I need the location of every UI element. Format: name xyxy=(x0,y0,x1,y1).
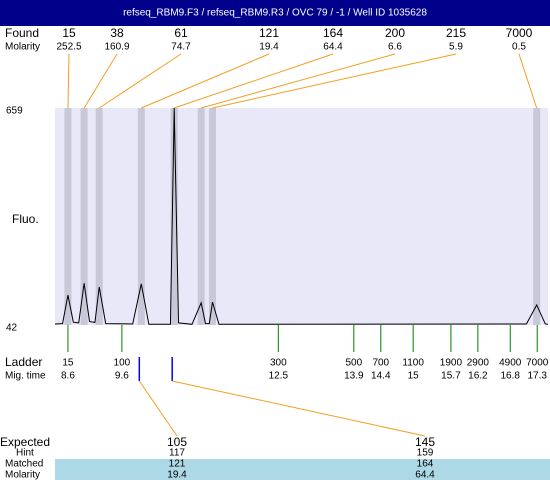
title-bar xyxy=(0,0,550,26)
ladder-size: 15 xyxy=(62,358,74,369)
expected-molarity: 64.4 xyxy=(415,470,435,480)
peak-connector xyxy=(67,53,70,109)
y-axis-label: Fluo. xyxy=(12,212,39,226)
found-molarity: 64.4 xyxy=(323,42,343,53)
y-tick-label: 42 xyxy=(6,323,18,334)
found-molarity: 19.4 xyxy=(259,42,279,53)
found-size: 215 xyxy=(446,26,466,40)
peak-connector xyxy=(212,53,457,109)
peak-band xyxy=(209,108,217,325)
found-size: 61 xyxy=(174,26,188,40)
matched-row-bg xyxy=(55,459,550,480)
peak-band xyxy=(95,108,103,325)
plot-area xyxy=(55,108,548,325)
ladder-time: 12.5 xyxy=(269,371,289,382)
ladder-time: 16.2 xyxy=(468,371,488,382)
ladder-time: 15.7 xyxy=(441,371,461,382)
found-molarity: 74.7 xyxy=(171,42,191,53)
found-size: 7000 xyxy=(506,26,533,40)
found-molarity: 160.9 xyxy=(104,42,129,53)
expected-connector xyxy=(138,380,178,437)
ladder-time: 14.4 xyxy=(371,371,391,382)
peak-band xyxy=(197,108,205,325)
title: refseq_RBM9.F3 / refseq_RBM9.R3 / OVC 79… xyxy=(123,8,427,19)
expected-matched: 121 xyxy=(169,459,186,470)
ladder-size: 300 xyxy=(270,358,287,369)
peak-connector xyxy=(201,53,396,109)
expected-matched: 164 xyxy=(417,459,434,470)
peak-band xyxy=(80,108,88,325)
found-size: 15 xyxy=(62,26,76,40)
ladder-label: Ladder xyxy=(5,355,42,369)
ladder-time: 8.6 xyxy=(61,371,75,382)
peak-band xyxy=(533,108,541,325)
expected-hint: 159 xyxy=(417,448,434,459)
expected-size: 105 xyxy=(167,435,187,449)
peak-band xyxy=(170,108,178,325)
found-size: 164 xyxy=(323,26,343,40)
hint-label: Hint xyxy=(16,448,34,459)
molarity-row-label: Molarity xyxy=(5,470,40,480)
expected-hint: 117 xyxy=(169,448,185,459)
ladder-size: 7000 xyxy=(526,358,549,369)
peak-connector xyxy=(83,53,118,109)
matched-label: Matched xyxy=(5,459,43,470)
found-molarity: 252.5 xyxy=(56,42,81,53)
expected-size: 145 xyxy=(415,435,435,449)
ladder-time: 15 xyxy=(408,371,420,382)
found-size: 38 xyxy=(110,26,124,40)
ladder-time: 17.3 xyxy=(527,371,547,382)
expected-molarity: 19.4 xyxy=(167,470,187,480)
peak-band xyxy=(137,108,145,325)
ladder-size: 1900 xyxy=(440,358,463,369)
expected-connector xyxy=(172,380,426,437)
ladder-size: 4900 xyxy=(499,358,522,369)
peak-connector xyxy=(98,53,182,109)
ladder-size: 2900 xyxy=(467,358,490,369)
found-size: 121 xyxy=(259,26,279,40)
found-size: 200 xyxy=(385,26,405,40)
ladder-time: 9.6 xyxy=(115,371,129,382)
y-tick-label: 659 xyxy=(6,106,23,117)
found-molarity: 6.6 xyxy=(388,42,402,53)
found-molarity: 5.9 xyxy=(449,42,463,53)
peak-connector xyxy=(174,53,334,109)
ladder-size: 700 xyxy=(372,358,389,369)
ladder-time: 16.8 xyxy=(501,371,521,382)
peak-connector xyxy=(518,53,538,109)
expected-label: Expected xyxy=(0,435,50,449)
found-label: Found xyxy=(5,26,39,40)
ladder-size: 100 xyxy=(114,358,131,369)
ladder-time: 13.9 xyxy=(344,371,364,382)
mig-time-label: Mig. time xyxy=(5,371,46,382)
peak-connector xyxy=(141,53,270,109)
found-molarity: 0.5 xyxy=(512,42,526,53)
trace xyxy=(54,107,549,325)
ladder-size: 1100 xyxy=(402,358,424,369)
ladder-size: 500 xyxy=(345,358,362,369)
peak-band xyxy=(64,108,72,325)
molarity-label: Molarity xyxy=(5,42,40,53)
